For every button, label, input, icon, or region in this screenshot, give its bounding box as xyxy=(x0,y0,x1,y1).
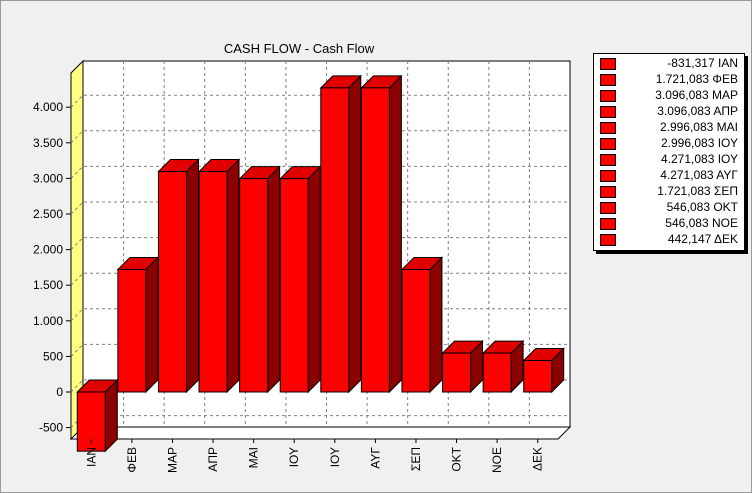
legend-swatch xyxy=(600,218,616,230)
bar-front xyxy=(360,87,390,393)
legend-label: 546,083 ΝΟΕ xyxy=(665,216,738,230)
legend-swatch xyxy=(600,122,616,134)
x-tick-label: ΔΕΚ xyxy=(531,447,545,471)
bar xyxy=(522,347,565,394)
y-tick-label: 3.000 xyxy=(33,171,63,185)
x-tick-label: ΑΥΓ xyxy=(368,447,382,469)
bar-side xyxy=(185,158,199,394)
y-tick-label: 1.500 xyxy=(33,278,63,292)
y-tick-label: 0 xyxy=(56,385,63,399)
legend-item: 2.996,083 ΜΑΙ xyxy=(594,119,744,135)
x-axis-ticks: ΙΑΝ ΦΕΒ ΜΑΡ ΑΠΡ ΜΑΙ ΙΟΥ ΙΟΥ ΑΥΓ ΣΕΠ ΟΚΤ ΝΟΕ ΔΕΚ xyxy=(84,439,545,473)
y-tick-label: 4.000 xyxy=(33,100,63,114)
legend-label: 2.996,083 ΙΟΥ xyxy=(660,136,738,150)
x-tick-label: ΙΟΥ xyxy=(328,447,342,467)
bar xyxy=(441,339,484,394)
legend-swatch xyxy=(600,202,616,214)
bar-side xyxy=(226,158,240,394)
legend-item: 2.996,083 ΙΟΥ xyxy=(594,135,744,151)
legend-label: 442,147 ΔΕΚ xyxy=(667,232,738,246)
x-tick-label: ΟΚΤ xyxy=(450,446,464,471)
bar-side xyxy=(267,165,281,394)
floor xyxy=(69,426,572,440)
bar-front xyxy=(523,360,553,393)
legend-item: 4.271,083 ΙΟΥ xyxy=(594,151,744,167)
bar xyxy=(360,74,403,394)
bar-side xyxy=(429,256,443,394)
legend-swatch xyxy=(600,58,616,70)
legend-item: 546,083 ΟΚΤ xyxy=(594,199,744,215)
legend-swatch xyxy=(600,74,616,86)
legend-item: 3.096,083 ΜΑΡ xyxy=(594,87,744,103)
legend-label: 3.096,083 ΜΑΡ xyxy=(655,88,738,102)
legend-label: -831,317 ΙΑΝ xyxy=(667,56,738,70)
bar xyxy=(116,256,160,394)
bar-front xyxy=(117,268,147,393)
bar xyxy=(76,378,119,453)
bar-side xyxy=(145,256,159,394)
legend-swatch xyxy=(600,106,616,118)
legend-swatch xyxy=(600,186,616,198)
legend-label: 1.721,083 ΣΕΠ xyxy=(657,184,738,198)
bar-front xyxy=(482,352,512,393)
bar xyxy=(400,256,444,394)
bar xyxy=(238,165,281,394)
x-tick-label: ΝΟΕ xyxy=(490,447,504,473)
y-tick-label: 2.000 xyxy=(33,243,63,257)
bar xyxy=(481,339,525,394)
y-tick-label: 3.500 xyxy=(33,136,63,150)
legend-label: 2.996,083 ΜΑΙ xyxy=(659,120,738,134)
x-tick-label: ΜΑΙ xyxy=(247,447,261,468)
x-tick-label: ΑΠΡ xyxy=(206,447,220,472)
legend-label: 4.271,083 ΙΟΥ xyxy=(660,152,738,166)
legend-label: 546,083 ΟΚΤ xyxy=(666,200,738,214)
bar-side xyxy=(307,165,321,394)
bar xyxy=(157,158,200,394)
legend-item: 546,083 ΝΟΕ xyxy=(594,215,744,231)
x-tick-label: ΙΟΥ xyxy=(287,447,301,467)
legend-item: 1.721,083 ΦΕΒ xyxy=(594,71,744,87)
chart-title: CASH FLOW - Cash Flow xyxy=(224,41,375,56)
y-tick-label: -500 xyxy=(39,421,63,435)
legend-item: 3.096,083 ΑΠΡ xyxy=(594,103,744,119)
legend-label: 4.271,083 ΑΥΓ xyxy=(660,168,738,182)
legend-item: 4.271,083 ΑΥΓ xyxy=(594,167,744,183)
y-tick-label: 500 xyxy=(43,349,63,363)
bars xyxy=(76,74,565,453)
bar xyxy=(319,74,362,394)
x-tick-label: ΙΑΝ xyxy=(84,447,98,467)
bar-front xyxy=(279,178,309,393)
bar-side xyxy=(348,74,362,394)
bar xyxy=(279,165,322,394)
bar-front xyxy=(442,352,472,393)
x-tick-label: ΦΕΒ xyxy=(125,447,139,473)
bar-front xyxy=(198,171,228,393)
x-tick-label: ΣΕΠ xyxy=(409,447,423,471)
legend-label: 1.721,083 ΦΕΒ xyxy=(655,72,738,86)
bar-front xyxy=(320,87,350,393)
bar-front xyxy=(239,178,269,393)
bar-front xyxy=(401,268,431,393)
y-axis-ticks: -500 0 500 1.000 1.500 2.000 2.500 3.000 3.500 4.… xyxy=(33,100,71,435)
legend-swatch xyxy=(600,170,616,182)
bar-front xyxy=(157,171,187,393)
x-tick-label: ΜΑΡ xyxy=(165,447,179,473)
y-tick-label: 2.500 xyxy=(33,207,63,221)
legend-swatch xyxy=(600,154,616,166)
legend-swatch xyxy=(600,90,616,102)
legend-label: 3.096,083 ΑΠΡ xyxy=(657,104,738,118)
legend-item: -831,317 ΙΑΝ xyxy=(594,55,744,71)
y-tick-label: 1.000 xyxy=(33,314,63,328)
legend-swatch xyxy=(600,234,616,246)
legend-swatch xyxy=(600,138,616,150)
legend-item: 1.721,083 ΣΕΠ xyxy=(594,183,744,199)
bar xyxy=(197,158,241,394)
bar-side xyxy=(388,74,402,394)
legend-item: 442,147 ΔΕΚ xyxy=(594,231,744,247)
legend: -831,317 ΙΑΝ 1.721,083 ΦΕΒ 3.096,083 ΜΑΡ… xyxy=(593,53,745,251)
